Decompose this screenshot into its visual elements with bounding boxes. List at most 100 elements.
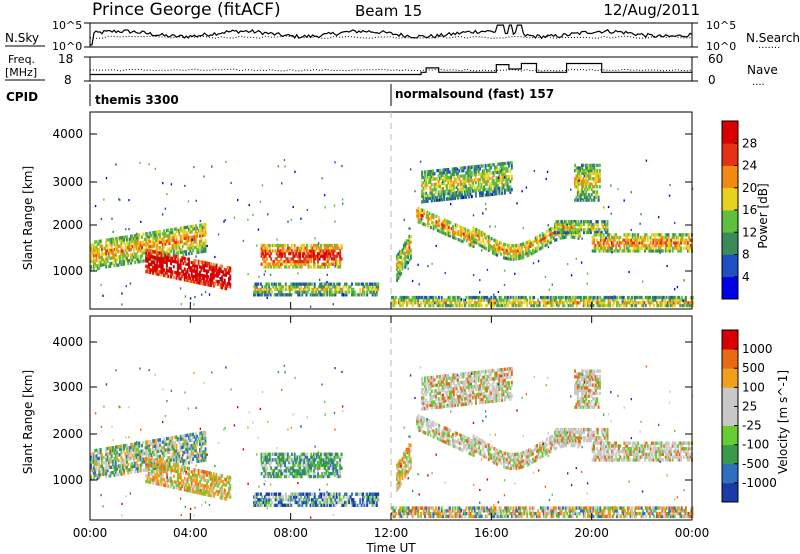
- velocity-cell: [186, 472, 189, 476]
- velocity-cell: [194, 485, 197, 489]
- power-cell: [210, 265, 212, 269]
- power-cell: [464, 235, 467, 239]
- power-cell: [112, 230, 114, 233]
- power-cell: [472, 237, 475, 241]
- velocity-cell: [203, 442, 206, 446]
- power-cell: [549, 303, 552, 308]
- power-cell: [370, 287, 373, 292]
- power-cell: [124, 254, 127, 258]
- power-cell: [599, 233, 602, 237]
- power-cell: [458, 295, 461, 300]
- power-cell: [302, 260, 304, 264]
- power-cell: [407, 295, 410, 300]
- power-cell: [336, 265, 339, 269]
- power-cell: [356, 282, 359, 286]
- power-cell: [466, 190, 469, 194]
- power-cell: [312, 290, 315, 294]
- power-cell: [426, 183, 429, 187]
- power-cell: [203, 222, 206, 227]
- power-cell: [587, 230, 590, 235]
- power-cell: [633, 249, 636, 253]
- power-cell: [652, 249, 655, 253]
- power-cell: [623, 199, 625, 202]
- power-cell: [495, 303, 498, 308]
- power-cell: [634, 243, 637, 248]
- velocity-cell: [145, 474, 148, 478]
- power-cell: [576, 193, 579, 197]
- power-cell: [573, 228, 576, 232]
- velocity-cell: [154, 478, 157, 483]
- power-cell: [430, 193, 433, 198]
- power-cell: [194, 277, 197, 282]
- power-cell: [663, 241, 666, 245]
- velocity-cell: [150, 458, 153, 462]
- power-cell: [163, 237, 166, 241]
- power-cell: [322, 243, 325, 248]
- power-cell: [435, 301, 438, 305]
- power-cell: [165, 258, 168, 262]
- power-cell: [545, 177, 547, 180]
- power-cell: [509, 169, 512, 173]
- power-cell: [174, 243, 177, 247]
- power-cell: [660, 238, 663, 242]
- power-cell: [422, 181, 425, 185]
- power-cell: [453, 295, 456, 300]
- power-cell: [500, 247, 503, 251]
- power-cell: [179, 258, 182, 262]
- power-cell: [485, 177, 488, 181]
- power-cell: [296, 260, 299, 264]
- power-cell: [651, 298, 654, 302]
- power-cell: [306, 246, 309, 250]
- velocity-cell: [123, 469, 126, 473]
- power-cell: [556, 303, 558, 306]
- power-cell: [203, 249, 206, 253]
- power-cell: [443, 226, 446, 230]
- power-cell: [644, 235, 647, 240]
- power-cell: [156, 272, 159, 276]
- power-cell: [399, 295, 402, 300]
- power-cell: [484, 164, 487, 168]
- power-cell: [290, 285, 293, 289]
- velocity-cell: [141, 443, 143, 448]
- power-cell: [370, 282, 373, 286]
- power-cell: [204, 241, 207, 245]
- power-cell: [143, 248, 146, 252]
- velocity-cell: [92, 474, 95, 478]
- power-cell: [284, 243, 286, 248]
- power-cell: [474, 175, 477, 179]
- power-cell: [591, 225, 594, 229]
- power-cell: [333, 257, 336, 261]
- power-cell: [297, 293, 300, 297]
- power-cell: [183, 259, 186, 263]
- power-cell: [328, 265, 331, 269]
- power-cell: [141, 240, 143, 245]
- velocity-cell: [113, 451, 116, 455]
- power-cell: [425, 301, 428, 305]
- power-cell: [526, 248, 529, 253]
- power-cell: [271, 243, 274, 248]
- power-cell: [468, 232, 471, 236]
- velocity-cell: [116, 448, 119, 452]
- power-cell: [110, 245, 113, 249]
- power-cell: [330, 262, 333, 266]
- velocity-cell: [99, 448, 102, 452]
- velocity-cell: [101, 467, 103, 471]
- velocity-cell: [112, 459, 115, 464]
- power-cell: [645, 159, 648, 162]
- velocity-cell: [138, 449, 141, 454]
- power-cell: [603, 303, 606, 308]
- power-cell: [271, 262, 274, 266]
- power-cell: [495, 176, 498, 180]
- velocity-cell: [116, 473, 119, 477]
- power-cell: [626, 295, 629, 300]
- power-cell: [274, 249, 277, 253]
- power-cell: [512, 303, 515, 308]
- power-cell: [485, 208, 487, 211]
- power-cell: [326, 280, 328, 284]
- power-cell: [290, 243, 293, 248]
- power-cell: [145, 248, 148, 252]
- power-cell: [164, 255, 167, 259]
- power-cell: [480, 185, 483, 190]
- power-cell: [408, 245, 411, 249]
- velocity-cell: [117, 453, 120, 457]
